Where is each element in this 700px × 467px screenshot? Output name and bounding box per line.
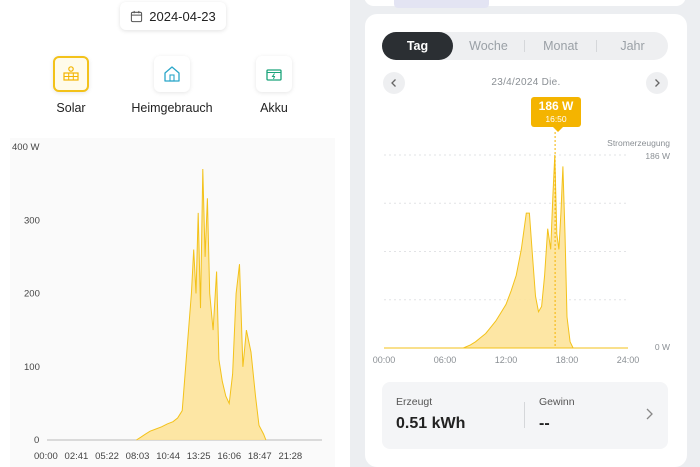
summary-box[interactable]: Erzeugt 0.51 kWh Gewinn -- bbox=[382, 382, 668, 449]
value-tooltip: 186 W 16:50 bbox=[531, 97, 581, 127]
tab-heimgebrauch-label: Heimgebrauch bbox=[131, 101, 213, 115]
tab-heimgebrauch[interactable]: Heimgebrauch bbox=[127, 56, 217, 115]
source-tabs: Solar Heimgebrauch Akku bbox=[0, 56, 350, 120]
x-tick-label: 18:47 bbox=[248, 451, 272, 462]
generation-chart[interactable]: 00:00 06:00 12:00 18:00 24:00 bbox=[365, 14, 687, 374]
x-tick-label: 24:00 bbox=[617, 355, 640, 365]
generation-area bbox=[463, 155, 574, 348]
chevron-right-icon bbox=[655, 79, 660, 87]
period-tab-year[interactable]: Jahr bbox=[620, 39, 645, 53]
x-tick-label: 10:44 bbox=[156, 451, 180, 462]
y-tick-label: 0 bbox=[34, 435, 39, 446]
period-tab-month[interactable]: Monat bbox=[543, 39, 578, 53]
profit-title: Gewinn bbox=[539, 396, 575, 408]
home-icon bbox=[164, 66, 180, 82]
y-max-label: 186 W bbox=[645, 151, 670, 161]
current-date-label: 23/4/2024 Die. bbox=[491, 77, 561, 88]
tooltip-value: 186 W bbox=[538, 99, 574, 113]
solar-power-chart: 0 100 200 300 400 W 00:00 02:41 05:22 08:03 10:44… bbox=[12, 142, 322, 462]
next-day-button[interactable] bbox=[646, 72, 668, 94]
x-tick-label: 21:28 bbox=[278, 451, 302, 462]
x-tick-label: 16:06 bbox=[217, 451, 241, 462]
y-tick-label: 100 bbox=[24, 362, 40, 373]
x-tick-label: 08:03 bbox=[126, 451, 150, 462]
previous-day-button[interactable] bbox=[383, 72, 405, 94]
x-tick-label: 00:00 bbox=[34, 451, 58, 462]
period-selector: Tag Woche Monat Jahr bbox=[382, 32, 668, 60]
period-separator bbox=[524, 40, 525, 52]
x-tick-label: 12:00 bbox=[495, 355, 518, 365]
summary-chevron-icon bbox=[644, 407, 654, 426]
generation-line bbox=[463, 154, 574, 349]
x-tick-label: 05:22 bbox=[95, 451, 119, 462]
y-tick-label: 200 bbox=[24, 289, 40, 300]
generated-value: 0.51 kWh bbox=[396, 415, 466, 432]
calendar-icon bbox=[131, 10, 143, 22]
date-text: 2024-04-23 bbox=[149, 8, 216, 24]
period-separator bbox=[596, 40, 597, 52]
top-card-edge bbox=[364, 0, 686, 6]
tab-akku[interactable]: Akku bbox=[229, 56, 319, 115]
series-name-label: Stromerzeugung bbox=[607, 138, 670, 148]
solar-panel-icon bbox=[63, 66, 79, 81]
x-tick-label: 18:00 bbox=[556, 355, 579, 365]
solar-chart-background bbox=[10, 138, 335, 467]
x-tick-label: 00:00 bbox=[373, 355, 396, 365]
generation-card: Tag Woche Monat Jahr 23/4/2024 Die. 186 … bbox=[365, 14, 687, 467]
left-panel: 2024-04-23 Solar Heimgebr bbox=[0, 2, 350, 467]
y-tick-label: 300 bbox=[24, 215, 40, 226]
x-tick-label: 13:25 bbox=[187, 451, 211, 462]
right-panel: Tag Woche Monat Jahr 23/4/2024 Die. 186 … bbox=[350, 0, 700, 467]
generated-title: Erzeugt bbox=[396, 396, 433, 408]
x-tick-label: 06:00 bbox=[434, 355, 457, 365]
tab-akku-label: Akku bbox=[260, 101, 288, 115]
tab-solar[interactable]: Solar bbox=[26, 56, 116, 115]
tab-solar-label: Solar bbox=[56, 101, 86, 115]
summary-divider bbox=[524, 402, 525, 428]
solar-area bbox=[136, 169, 266, 440]
tooltip-time: 16:50 bbox=[545, 114, 567, 124]
profit-value: -- bbox=[539, 415, 550, 432]
x-tick-label: 02:41 bbox=[65, 451, 89, 462]
tooltip-pointer bbox=[553, 127, 563, 132]
solar-line bbox=[136, 168, 267, 441]
date-picker[interactable]: 2024-04-23 bbox=[120, 2, 226, 30]
chevron-left-icon bbox=[391, 79, 396, 87]
period-tab-week[interactable]: Woche bbox=[469, 39, 508, 53]
y-min-label: 0 W bbox=[654, 342, 670, 352]
battery-icon bbox=[266, 69, 282, 81]
period-tab-day[interactable]: Tag bbox=[382, 32, 453, 60]
top-card-accent bbox=[394, 0, 489, 8]
y-tick-label: 400 W bbox=[12, 142, 39, 153]
